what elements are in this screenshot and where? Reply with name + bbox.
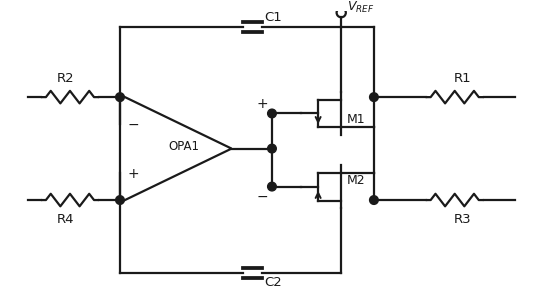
Text: $+$: $+$ [127, 167, 139, 181]
Circle shape [115, 93, 124, 101]
Circle shape [268, 109, 276, 118]
Text: M1: M1 [347, 113, 366, 126]
Text: R4: R4 [56, 212, 74, 226]
Text: $+$: $+$ [256, 97, 268, 111]
Text: $-$: $-$ [127, 117, 139, 130]
Circle shape [268, 182, 276, 191]
Text: C2: C2 [264, 276, 282, 289]
Circle shape [370, 93, 378, 101]
Text: $-$: $-$ [256, 189, 268, 203]
Circle shape [268, 144, 276, 153]
Text: $V_{REF}$: $V_{REF}$ [347, 0, 375, 15]
Circle shape [370, 196, 378, 204]
Text: R3: R3 [454, 212, 471, 226]
Text: R2: R2 [56, 72, 74, 85]
Text: M2: M2 [347, 174, 366, 187]
Text: C1: C1 [264, 11, 282, 24]
Text: OPA1: OPA1 [168, 140, 199, 153]
Text: R1: R1 [454, 72, 471, 85]
Circle shape [115, 196, 124, 204]
